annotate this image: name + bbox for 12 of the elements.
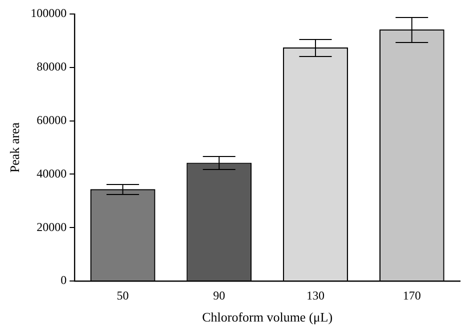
x-tick-label: 170	[402, 288, 421, 302]
y-tick-label: 40000	[36, 166, 67, 180]
y-tick-label: 0	[60, 273, 67, 288]
y-axis-title: Peak area	[7, 122, 22, 173]
y-tick-label: 80000	[36, 60, 67, 74]
y-tick-label: 20000	[36, 220, 67, 234]
y-tick-label: 100000	[30, 6, 67, 20]
y-tick-label: 60000	[36, 112, 67, 127]
x-tick-label: 130	[306, 288, 324, 302]
x-tick-label: 50	[116, 288, 129, 302]
x-tick-label: 90	[213, 288, 226, 302]
x-axis-title: Chloroform volume (μL)	[202, 310, 333, 325]
